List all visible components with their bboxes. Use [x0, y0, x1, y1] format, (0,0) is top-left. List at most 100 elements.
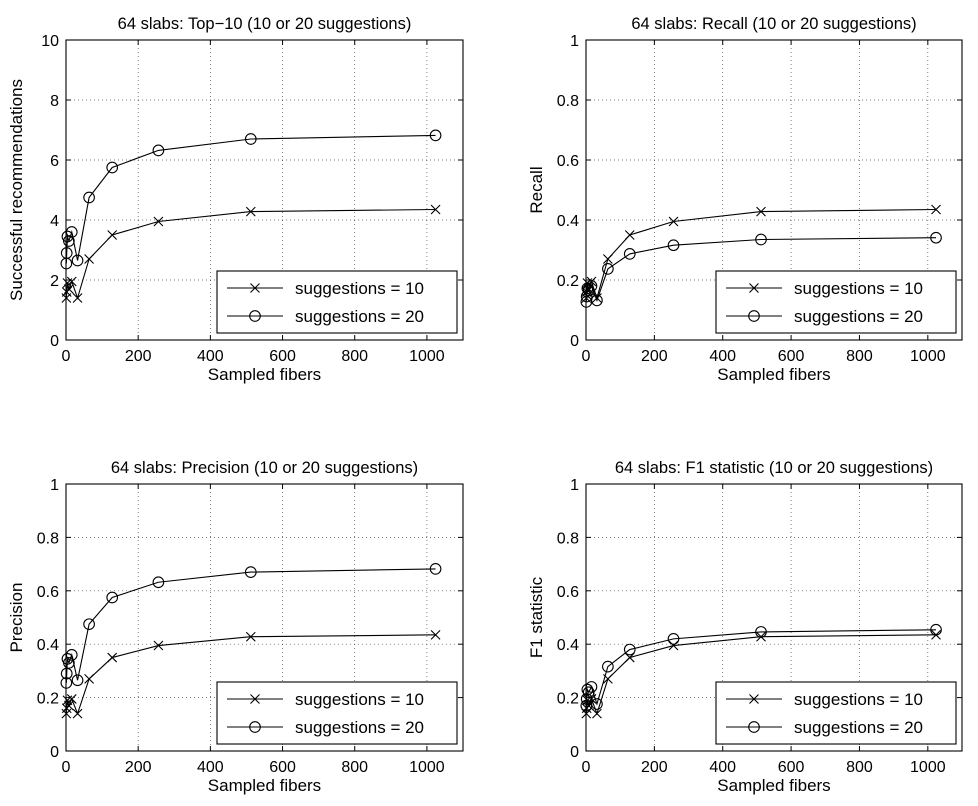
- data-point: [582, 686, 595, 699]
- data-point: [72, 708, 83, 719]
- y-axis-label: Successful recommendations: [7, 79, 26, 301]
- chart-title: 64 slabs: F1 statistic (10 or 20 suggest…: [615, 459, 933, 477]
- data-point: [667, 633, 680, 645]
- data-point: [244, 566, 257, 578]
- x-tick-label: 200: [125, 348, 152, 365]
- legend-marker: [749, 694, 759, 704]
- legend-marker: [250, 283, 260, 293]
- chart-title: 64 slabs: Recall (10 or 20 suggestions): [631, 15, 916, 33]
- y-tick-label: 0.4: [37, 637, 59, 654]
- data-point: [585, 280, 598, 292]
- x-axis-label: Sampled fibers: [208, 776, 321, 795]
- legend-box: [715, 270, 957, 334]
- data-point: [152, 576, 165, 589]
- x-tick-label: 800: [846, 348, 873, 365]
- y-tick-label: 0: [570, 744, 579, 761]
- y-tick-label: 0.6: [37, 584, 59, 601]
- y-tick-label: 0.8: [557, 93, 579, 110]
- x-tick-label: 600: [778, 348, 805, 365]
- data-point: [153, 216, 164, 227]
- y-tick-label: 0: [570, 333, 579, 350]
- x-tick-label: 600: [269, 759, 296, 776]
- data-point: [153, 640, 164, 651]
- y-axis-label: Recall: [527, 166, 546, 213]
- data-point: [84, 674, 94, 684]
- data-point: [602, 660, 614, 673]
- x-tick-label: 0: [62, 348, 71, 365]
- plot-frame: [585, 483, 963, 752]
- data-point: [60, 677, 73, 689]
- data-point: [72, 293, 83, 303]
- legend-label: suggestions = 20: [794, 718, 923, 737]
- x-tick-label: 1000: [409, 348, 445, 365]
- data-point: [66, 276, 77, 287]
- series-circle: [580, 231, 942, 308]
- data-point: [107, 230, 118, 240]
- data-point: [602, 254, 613, 264]
- x-tick-label: 400: [709, 348, 736, 365]
- data-point: [61, 230, 74, 243]
- legend-label: suggestions = 20: [295, 718, 424, 737]
- y-tick-label: 0.4: [557, 637, 579, 654]
- legend: suggestions = 10 suggestions = 20: [715, 270, 957, 334]
- data-point: [429, 563, 442, 575]
- chart-panel-3: 0 200 400 600 800 1000 0 0.2 0.4 0.6 0.8 1 64 slabs:…: [7, 459, 464, 795]
- y-tick-label: 0.6: [557, 584, 579, 601]
- y-tick-label: 8: [50, 93, 59, 110]
- data-point: [63, 284, 74, 294]
- series-circle: [580, 623, 942, 712]
- data-point: [84, 254, 94, 264]
- y-tick-label: 0: [50, 744, 59, 761]
- data-point: [430, 204, 441, 215]
- data-point: [244, 133, 257, 145]
- data-point: [63, 657, 75, 669]
- data-point: [71, 254, 84, 267]
- y-tick-label: 1: [570, 33, 579, 50]
- data-point: [668, 216, 679, 227]
- series-line: [65, 134, 436, 264]
- legend-label: suggestions = 20: [295, 307, 424, 326]
- y-tick-label: 0.8: [37, 530, 59, 547]
- x-tick-label: 0: [62, 759, 71, 776]
- y-tick-label: 2: [50, 273, 59, 290]
- data-point: [623, 643, 636, 656]
- y-tick-label: 0.2: [557, 691, 579, 708]
- chart-title: 64 slabs: Precision (10 or 20 suggestion…: [111, 459, 418, 477]
- data-point: [602, 263, 614, 275]
- y-tick-label: 1: [50, 477, 59, 494]
- series-line: [65, 568, 436, 683]
- data-point: [63, 700, 74, 711]
- data-point: [591, 294, 603, 307]
- y-tick-label: 4: [50, 213, 59, 230]
- data-point: [83, 618, 95, 631]
- series-circle: [60, 563, 442, 689]
- legend: suggestions = 10 suggestions = 20: [715, 681, 957, 745]
- legend-box: [216, 270, 458, 334]
- legend-label: suggestions = 10: [794, 279, 923, 298]
- data-point: [429, 129, 442, 142]
- data-point: [592, 293, 602, 303]
- data-point: [106, 591, 119, 604]
- chart-title: 64 slabs: Top−10 (10 or 20 suggestions): [118, 15, 412, 33]
- data-point: [931, 204, 941, 215]
- legend-label: suggestions = 10: [295, 690, 424, 709]
- plot-frame: [65, 39, 464, 341]
- data-point: [83, 191, 95, 204]
- legend-box: [715, 681, 957, 745]
- x-tick-label: 200: [125, 759, 152, 776]
- y-tick-label: 0.2: [37, 691, 59, 708]
- y-tick-label: 6: [50, 153, 59, 170]
- series-x: [61, 204, 441, 303]
- legend-marker: [249, 310, 261, 322]
- y-tick-label: 0.4: [557, 213, 579, 230]
- data-point: [756, 206, 766, 217]
- legend: suggestions = 10 suggestions = 20: [216, 681, 458, 745]
- data-point: [152, 144, 165, 157]
- x-tick-label: 400: [709, 759, 736, 776]
- data-point: [755, 233, 767, 246]
- data-point: [65, 649, 78, 661]
- x-tick-label: 0: [582, 759, 591, 776]
- y-tick-label: 0.6: [557, 153, 579, 170]
- data-point: [591, 698, 603, 710]
- x-tick-label: 0: [582, 348, 591, 365]
